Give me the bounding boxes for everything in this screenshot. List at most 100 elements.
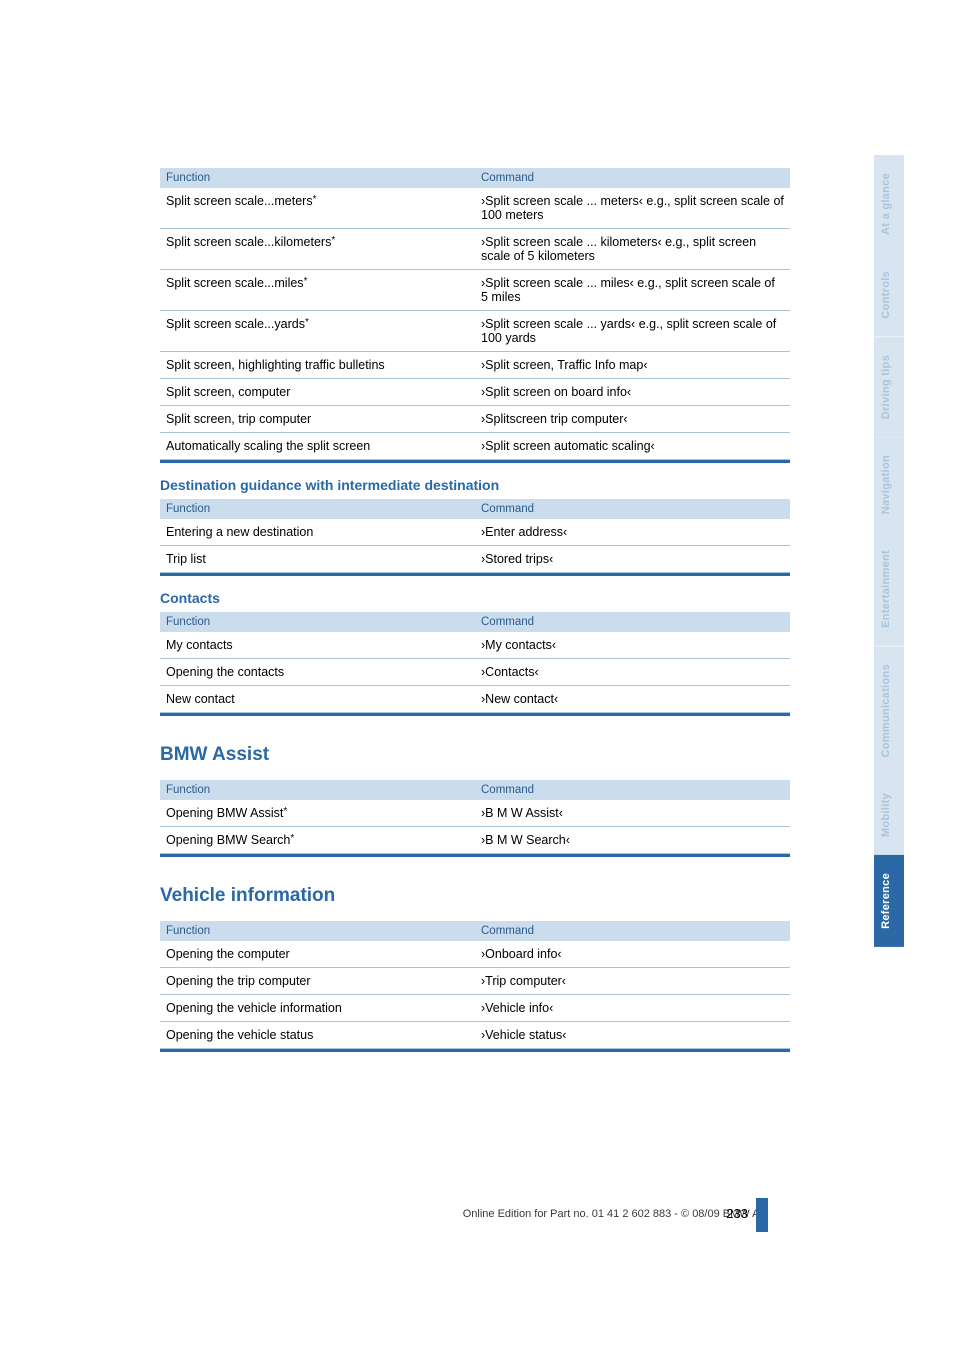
table-end-rule (160, 573, 790, 576)
col-command: Command (475, 499, 790, 519)
function-cell: Split screen scale...meters* (160, 188, 475, 229)
command-cell: ›B M W Search‹ (475, 827, 790, 854)
function-cell: Opening BMW Assist* (160, 800, 475, 827)
table-row: Split screen, trip computer›Splitscreen … (160, 406, 790, 433)
function-cell: Split screen, trip computer (160, 406, 475, 433)
table-row: Automatically scaling the split screen›S… (160, 433, 790, 460)
table-header-row: Function Command (160, 168, 790, 188)
side-tab-at-a-glance[interactable]: At a glance (874, 155, 904, 253)
vehicle-info-table: Function Command Opening the computer›On… (160, 921, 790, 1049)
function-cell: Trip list (160, 546, 475, 573)
command-cell: ›B M W Assist‹ (475, 800, 790, 827)
side-tab-controls[interactable]: Controls (874, 253, 904, 337)
table-row: Opening BMW Assist*›B M W Assist‹ (160, 800, 790, 827)
table-row: Opening the vehicle status›Vehicle statu… (160, 1022, 790, 1049)
command-cell: ›Trip computer‹ (475, 968, 790, 995)
function-cell: Automatically scaling the split screen (160, 433, 475, 460)
side-tab-reference[interactable]: Reference (874, 855, 904, 947)
command-cell: ›Vehicle info‹ (475, 995, 790, 1022)
table-row: My contacts›My contacts‹ (160, 632, 790, 659)
function-cell: Split screen, computer (160, 379, 475, 406)
command-cell: ›Split screen on board info‹ (475, 379, 790, 406)
command-cell: ›Enter address‹ (475, 519, 790, 546)
table-end-rule (160, 460, 790, 463)
function-cell: Split screen, highlighting traffic bulle… (160, 352, 475, 379)
side-tabs: At a glanceControlsDriving tipsNavigatio… (874, 155, 904, 947)
table-header-row: Function Command (160, 499, 790, 519)
function-cell: Entering a new destination (160, 519, 475, 546)
table-end-rule (160, 854, 790, 857)
command-cell: ›Split screen scale ... meters‹ e.g., sp… (475, 188, 790, 229)
col-function: Function (160, 168, 475, 188)
bmw-assist-heading: BMW Assist (160, 744, 790, 766)
table-row: Split screen scale...yards*›Split screen… (160, 311, 790, 352)
star-icon: * (331, 235, 335, 246)
table-row: Split screen, computer›Split screen on b… (160, 379, 790, 406)
command-cell: ›Split screen scale ... miles‹ e.g., spl… (475, 270, 790, 311)
side-tab-navigation[interactable]: Navigation (874, 437, 904, 532)
side-tab-communications[interactable]: Communications (874, 646, 904, 775)
table-row: Opening the vehicle information›Vehicle … (160, 995, 790, 1022)
table-row: Trip list›Stored trips‹ (160, 546, 790, 573)
col-function: Function (160, 499, 475, 519)
page-content: Function Command Split screen scale...me… (160, 168, 790, 1066)
split-screen-table: Function Command Split screen scale...me… (160, 168, 790, 460)
command-cell: ›Splitscreen trip computer‹ (475, 406, 790, 433)
col-command: Command (475, 921, 790, 941)
function-cell: Split screen scale...kilometers* (160, 229, 475, 270)
function-cell: Opening the vehicle information (160, 995, 475, 1022)
function-cell: Opening the computer (160, 941, 475, 968)
table-row: Split screen scale...miles*›Split screen… (160, 270, 790, 311)
function-cell: New contact (160, 686, 475, 713)
footer-text: Online Edition for Part no. 01 41 2 602 … (160, 1208, 790, 1220)
col-function: Function (160, 612, 475, 632)
dest-guidance-table: Function Command Entering a new destinat… (160, 499, 790, 573)
star-icon: * (304, 276, 308, 287)
contacts-table: Function Command My contacts›My contacts… (160, 612, 790, 713)
command-cell: ›Split screen scale ... kilometers‹ e.g.… (475, 229, 790, 270)
table-row: Opening BMW Search*›B M W Search‹ (160, 827, 790, 854)
table-row: Opening the computer›Onboard info‹ (160, 941, 790, 968)
star-icon: * (305, 317, 309, 328)
col-function: Function (160, 921, 475, 941)
command-cell: ›Split screen automatic scaling‹ (475, 433, 790, 460)
star-icon: * (290, 833, 294, 844)
page-number: 233 (726, 1206, 754, 1221)
function-cell: My contacts (160, 632, 475, 659)
function-cell: Opening the contacts (160, 659, 475, 686)
function-cell: Opening the vehicle status (160, 1022, 475, 1049)
function-cell: Split screen scale...yards* (160, 311, 475, 352)
vehicle-info-heading: Vehicle information (160, 885, 790, 907)
col-command: Command (475, 612, 790, 632)
page-bar-icon (756, 1198, 768, 1232)
col-function: Function (160, 780, 475, 800)
table-header-row: Function Command (160, 921, 790, 941)
table-row: Split screen scale...meters*›Split scree… (160, 188, 790, 229)
side-tab-entertainment[interactable]: Entertainment (874, 532, 904, 646)
table-header-row: Function Command (160, 612, 790, 632)
table-header-row: Function Command (160, 780, 790, 800)
col-command: Command (475, 780, 790, 800)
contacts-heading: Contacts (160, 590, 790, 606)
table-end-rule (160, 713, 790, 716)
table-row: Opening the trip computer›Trip computer‹ (160, 968, 790, 995)
side-tab-driving-tips[interactable]: Driving tips (874, 337, 904, 437)
table-row: Split screen, highlighting traffic bulle… (160, 352, 790, 379)
command-cell: ›Vehicle status‹ (475, 1022, 790, 1049)
function-cell: Opening BMW Search* (160, 827, 475, 854)
command-cell: ›New contact‹ (475, 686, 790, 713)
function-cell: Split screen scale...miles* (160, 270, 475, 311)
page-footer: 233 Online Edition for Part no. 01 41 2 … (160, 1200, 790, 1220)
command-cell: ›Onboard info‹ (475, 941, 790, 968)
command-cell: ›Split screen scale ... yards‹ e.g., spl… (475, 311, 790, 352)
side-tab-mobility[interactable]: Mobility (874, 775, 904, 855)
command-cell: ›My contacts‹ (475, 632, 790, 659)
col-command: Command (475, 168, 790, 188)
command-cell: ›Split screen, Traffic Info map‹ (475, 352, 790, 379)
command-cell: ›Stored trips‹ (475, 546, 790, 573)
table-row: Split screen scale...kilometers*›Split s… (160, 229, 790, 270)
command-cell: ›Contacts‹ (475, 659, 790, 686)
function-cell: Opening the trip computer (160, 968, 475, 995)
table-row: Opening the contacts›Contacts‹ (160, 659, 790, 686)
table-end-rule (160, 1049, 790, 1052)
